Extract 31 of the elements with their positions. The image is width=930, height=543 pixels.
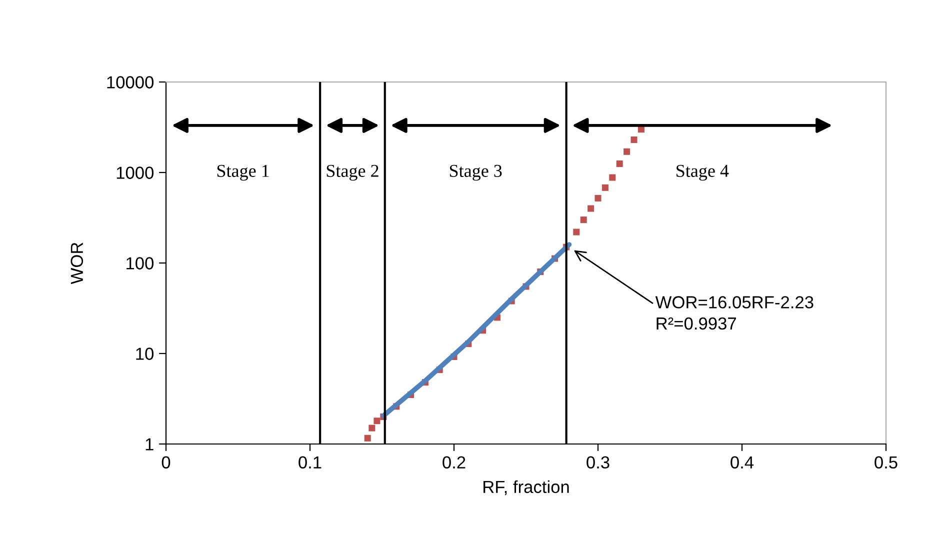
x-axis-title: RF, fraction <box>484 480 569 496</box>
y-tick-label: 1 <box>146 438 154 450</box>
line-series <box>381 242 572 418</box>
y-tick-label: 10000 <box>107 76 154 88</box>
point <box>602 184 608 191</box>
y-tick-label: 10 <box>136 348 154 360</box>
point <box>580 216 587 224</box>
point <box>624 148 630 155</box>
point <box>594 194 602 202</box>
x-tick-label: 0.2 <box>442 456 466 469</box>
point <box>588 205 594 212</box>
annotation: WOR=16.05RF-2.23 R²=0.9937 <box>655 296 814 330</box>
point <box>374 418 380 424</box>
x-tick-label: 0.5 <box>874 456 898 469</box>
annotation: Stage 2 <box>326 164 378 181</box>
x-tick-label: 0.4 <box>730 456 754 469</box>
x-tick-label: 0.3 <box>586 456 610 469</box>
point <box>630 136 638 144</box>
x-tick-label: 0.1 <box>298 456 322 469</box>
point <box>609 174 616 181</box>
annotation: Stage 4 <box>676 164 729 181</box>
y-tick-label: 100 <box>126 257 154 270</box>
annotation: Stage 3 <box>450 164 502 181</box>
y-tick-label: 1000 <box>116 166 154 179</box>
point <box>368 424 376 432</box>
y-axis-title: WOR <box>70 242 84 284</box>
point <box>364 434 371 442</box>
point <box>616 160 623 167</box>
x-tick-label: 0 <box>162 456 170 469</box>
point <box>573 228 580 236</box>
annotation: Stage 1 <box>217 164 269 181</box>
